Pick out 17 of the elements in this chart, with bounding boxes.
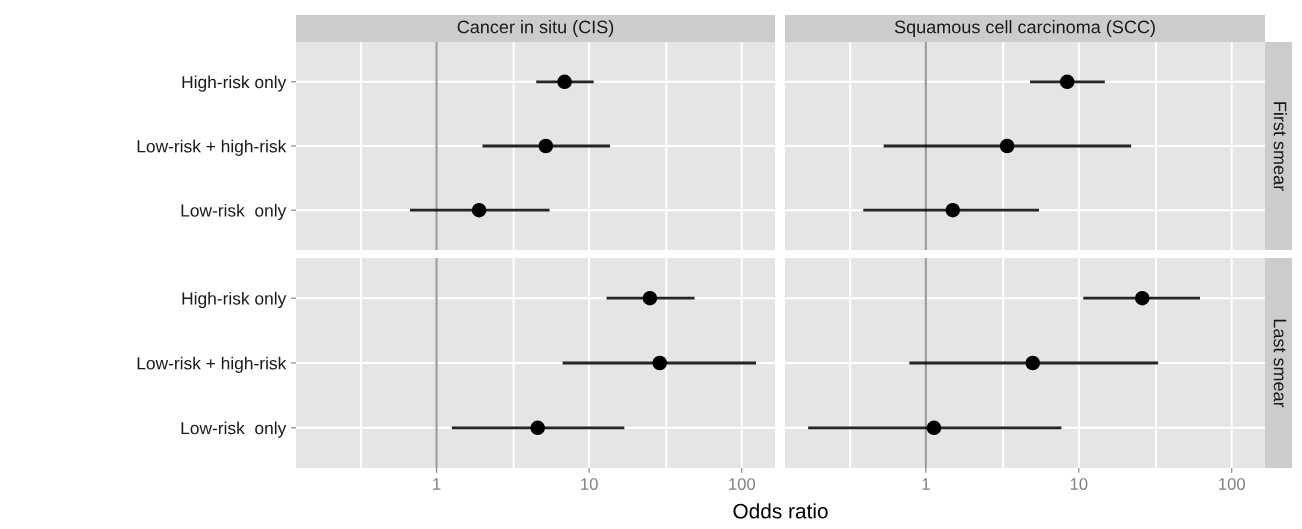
x-tick-label: 1 xyxy=(433,478,441,490)
y2-axis-title: Last smear xyxy=(1273,319,1287,408)
x-axis-title: Odds ratio xyxy=(733,503,828,519)
y-tick-label: Low-risk only xyxy=(181,203,287,221)
x-tick-label: 10 xyxy=(1070,478,1088,490)
y2-axis-title: First smear xyxy=(1273,102,1287,191)
x-tick-label: 100 xyxy=(729,478,756,490)
x-tick-label: 1 xyxy=(922,478,930,490)
y-tick-label: High-risk only xyxy=(182,291,287,309)
y-tick-label: High-risk only xyxy=(182,75,287,92)
y-tick-label: Low-risk only xyxy=(181,421,287,438)
chart-title: Squamous cell carcinoma (SCC) xyxy=(894,20,1155,37)
y-tick-label: Low-risk + high-risk xyxy=(137,139,287,156)
x-tick-label: 10 xyxy=(581,478,598,490)
y-tick-label: Low-risk + high-risk xyxy=(137,356,287,373)
chart-title: Cancer in situ (CIS) xyxy=(457,20,614,37)
x-tick-label: 100 xyxy=(1219,478,1245,490)
